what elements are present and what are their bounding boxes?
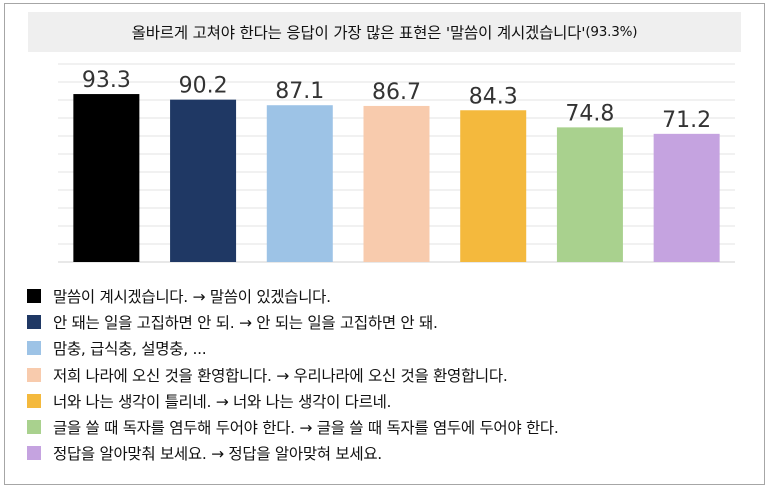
legend-swatch — [27, 446, 41, 461]
legend-label: 저희 나라에 오신 것을 환영합니다. → 우리나라에 오신 것을 환영합니다. — [53, 366, 508, 385]
bar — [170, 99, 237, 262]
legend-label: 안 돼는 일을 고집하면 안 되. → 안 되는 일을 고집하면 안 돼. — [53, 314, 438, 333]
bar — [266, 105, 333, 262]
legend-swatch — [27, 393, 41, 408]
chart-title-box: 올바르게 고쳐야 한다는 응답이 가장 많은 표현은 '말씀이 계시겠습니다'(… — [28, 12, 741, 52]
chart-title-percent: (93.3%) — [585, 24, 638, 40]
chart-legend: 말씀이 계시겠습니다. → 말씀이 있겠습니다. 안 돼는 일을 고집하면 안 … — [27, 283, 752, 466]
legend-label: 글을 쓸 때 독자를 염두해 두어야 한다. → 글을 쓸 때 독자를 염두에 … — [53, 419, 559, 438]
bar — [653, 133, 720, 262]
legend-label: 맘충, 급식충, 설명충, ... — [53, 340, 207, 359]
legend-swatch — [27, 367, 41, 382]
bar-value-label: 71.2 — [662, 108, 711, 133]
bar-value-label: 87.1 — [275, 79, 324, 104]
legend-item: 저희 나라에 오신 것을 환영합니다. → 우리나라에 오신 것을 환영합니다. — [27, 362, 752, 388]
bar — [556, 127, 623, 262]
bar — [460, 110, 527, 262]
bar-chart: 93.3 90.2 87.1 86.7 84.3 74.8 71.2 — [58, 63, 735, 263]
legend-item: 말씀이 계시겠습니다. → 말씀이 있겠습니다. — [27, 283, 752, 309]
legend-item: 안 돼는 일을 고집하면 안 되. → 안 되는 일을 고집하면 안 돼. — [27, 309, 752, 335]
bar-value-label: 90.2 — [179, 74, 228, 99]
legend-swatch — [27, 341, 41, 356]
bar — [73, 94, 140, 262]
legend-label: 말씀이 계시겠습니다. → 말씀이 있겠습니다. — [53, 288, 331, 307]
legend-item: 너와 나는 생각이 틀리네. → 너와 나는 생각이 다르네. — [27, 388, 752, 414]
legend-label: 정답을 알아맞춰 보세요. → 정답을 알아맞혀 보세요. — [53, 445, 382, 464]
legend-swatch — [27, 420, 41, 435]
legend-item: 글을 쓸 때 독자를 염두해 두어야 한다. → 글을 쓸 때 독자를 염두에 … — [27, 414, 752, 440]
bar-value-label: 86.7 — [372, 80, 421, 105]
legend-item: 정답을 알아맞춰 보세요. → 정답을 알아맞혀 보세요. — [27, 440, 752, 466]
chart-title: 올바르게 고쳐야 한다는 응답이 가장 많은 표현은 '말씀이 계시겠습니다' — [131, 24, 586, 42]
legend-item: 맘충, 급식충, 설명충, ... — [27, 335, 752, 361]
legend-swatch — [27, 315, 41, 330]
bar-value-label: 74.8 — [565, 101, 614, 126]
bar — [363, 105, 430, 262]
legend-label: 너와 나는 생각이 틀리네. → 너와 나는 생각이 다르네. — [53, 392, 392, 411]
bar-value-label: 93.3 — [82, 68, 131, 93]
bar-value-label: 84.3 — [469, 84, 518, 109]
legend-swatch — [27, 289, 41, 304]
